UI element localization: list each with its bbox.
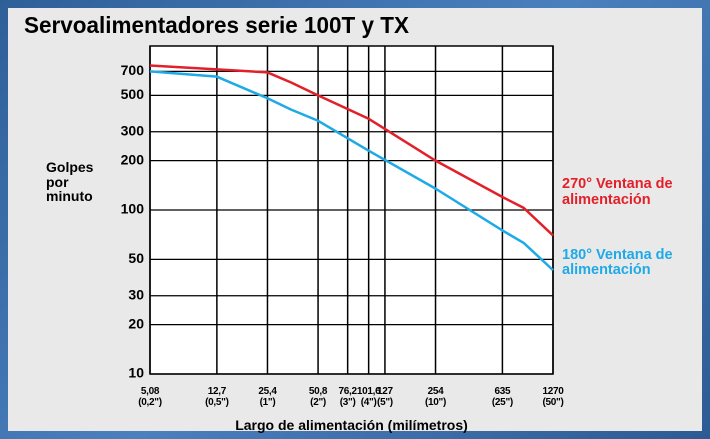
chart-title: Servoalimentadores serie 100T y TX xyxy=(24,12,410,38)
series-line xyxy=(149,70,554,272)
y-tick-label: 100 xyxy=(121,201,145,217)
y-tick-label: 300 xyxy=(121,122,145,138)
y-tick-label: 10 xyxy=(128,365,144,381)
x-tick-label: 635 (25") xyxy=(491,386,513,408)
x-tick-label: 1270 (50") xyxy=(542,386,564,408)
x-tick-label: 12,7 (0,5") xyxy=(205,386,229,408)
legend-label: 270° Ventana de alimentación xyxy=(562,176,673,208)
x-tick-label: 254 (10") xyxy=(425,386,447,408)
x-tick-label: 76,2 (3") xyxy=(338,386,358,408)
x-tick-label: 127 (5") xyxy=(377,386,393,408)
x-tick-label: 50,8 (2") xyxy=(308,386,328,408)
y-tick-label: 50 xyxy=(128,250,144,266)
legend-label: 180° Ventana de alimentación xyxy=(562,247,673,279)
y-tick-label: 20 xyxy=(128,315,144,331)
x-tick-label: 5,08 (0,2") xyxy=(138,386,162,408)
y-axis-label: Golpes por minuto xyxy=(46,159,94,205)
x-axis-label: Largo de alimentación (milímetros) xyxy=(235,417,468,433)
x-tick-label: 25,4 (1") xyxy=(258,386,277,408)
series-line xyxy=(149,64,554,237)
y-tick-label: 30 xyxy=(128,286,144,302)
y-tick-label: 200 xyxy=(121,151,145,167)
y-tick-label: 700 xyxy=(121,62,145,78)
y-tick-label: 500 xyxy=(121,86,145,102)
x-tick-label: 101,6 (4") xyxy=(356,386,381,408)
